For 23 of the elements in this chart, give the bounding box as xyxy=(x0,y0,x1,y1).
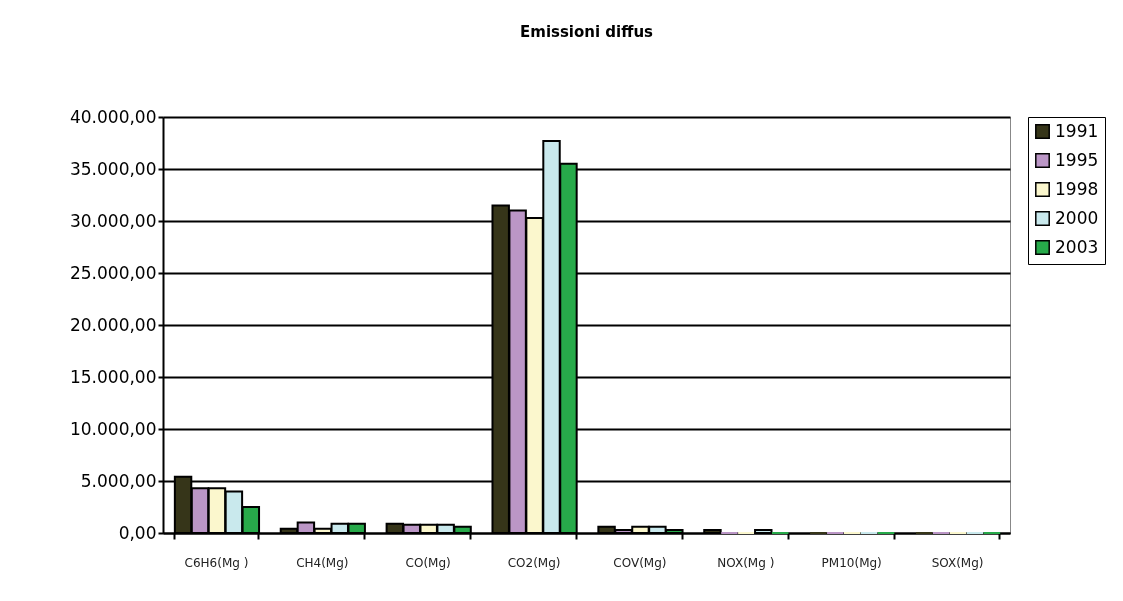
x-tick-label: C6H6(Mg ) xyxy=(184,555,249,570)
x-tick-label: SOX(Mg) xyxy=(931,555,984,570)
legend-label: 1991 xyxy=(1055,120,1099,141)
x-tick-label: CO(Mg) xyxy=(405,555,451,570)
legend-label: 2003 xyxy=(1055,236,1099,257)
y-tick-label: 10.000,00 xyxy=(69,418,157,439)
y-tick-label: 15.000,00 xyxy=(69,366,157,387)
chart-title: Emissioni diffus xyxy=(519,23,654,41)
x-tick-label: COV(Mg) xyxy=(613,555,667,570)
x-tick-label: PM10(Mg) xyxy=(821,555,882,570)
y-tick-label: 25.000,00 xyxy=(69,262,157,283)
y-tick-label: 20.000,00 xyxy=(69,314,157,335)
y-tick-label: 40.000,00 xyxy=(69,106,157,127)
x-tick-label: NOX(Mg ) xyxy=(717,555,775,570)
y-tick-label: 0,00 xyxy=(118,522,157,543)
legend-label: 1998 xyxy=(1055,178,1099,199)
legend-label: 1995 xyxy=(1055,149,1099,170)
y-tick-label: 30.000,00 xyxy=(69,210,157,231)
x-tick-label: CO2(Mg) xyxy=(507,555,561,570)
y-tick-label: 5.000,00 xyxy=(80,470,157,491)
legend-label: 2000 xyxy=(1055,207,1099,228)
y-tick-label: 35.000,00 xyxy=(69,158,157,179)
x-tick-label: CH4(Mg) xyxy=(296,555,349,570)
